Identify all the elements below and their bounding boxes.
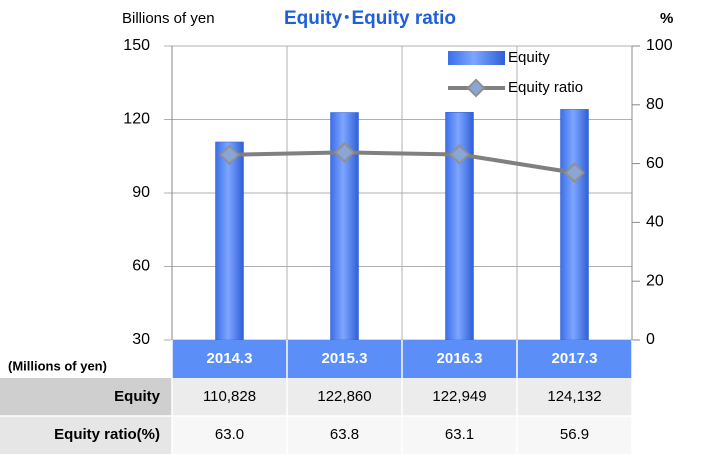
line-marker (219, 144, 240, 166)
y2-tick-label: 0 (646, 331, 655, 348)
row-label-cell (0, 378, 172, 416)
x-tick-label: 2015.3 (322, 350, 368, 367)
y-tick-label: 150 (123, 37, 150, 54)
table-value: 63.1 (445, 426, 474, 443)
line (229, 150, 575, 175)
legend-marker (466, 78, 486, 98)
y2-axis-label: % (660, 10, 673, 27)
legend-swatch (448, 51, 505, 65)
table-value: 122,949 (432, 388, 486, 405)
row-label: Equity (114, 388, 160, 405)
y2-tick-label: 60 (646, 155, 664, 172)
legend-label: Equity (508, 49, 550, 66)
table-unit: (Millions of yen) (8, 358, 107, 373)
x-tick-label: 2016.3 (437, 350, 483, 367)
y2-tick-label: 80 (646, 96, 664, 113)
line-marker (564, 162, 585, 184)
row-label-cell (0, 416, 172, 454)
table-value: 56.9 (560, 426, 589, 443)
table-value: 63.0 (215, 426, 244, 443)
y-tick-label: 30 (132, 331, 150, 348)
line-marker (334, 142, 355, 163)
bar (560, 109, 589, 341)
bar (215, 141, 244, 341)
y-tick-label: 60 (132, 258, 150, 275)
table-value: 122,860 (317, 388, 371, 405)
legend-label: Equity ratio (508, 79, 583, 96)
y2-tick-label: 20 (646, 272, 664, 289)
x-tick-label: 2017.3 (552, 350, 598, 367)
x-tick-label: 2014.3 (207, 350, 253, 367)
y-axis-label: Billions of yen (122, 10, 215, 27)
table-value: 63.8 (330, 426, 359, 443)
chart-title: Equity･Equity ratio (284, 8, 456, 29)
y-tick-label: 90 (132, 184, 150, 201)
y2-tick-label: 100 (646, 37, 673, 54)
y2-tick-label: 40 (646, 214, 664, 231)
table-value: 124,132 (547, 388, 601, 405)
bar (330, 112, 359, 341)
table-value: 110,828 (203, 388, 256, 405)
y-tick-label: 120 (123, 111, 150, 128)
row-label: Equity ratio(%) (54, 426, 160, 443)
line-marker (449, 144, 470, 165)
